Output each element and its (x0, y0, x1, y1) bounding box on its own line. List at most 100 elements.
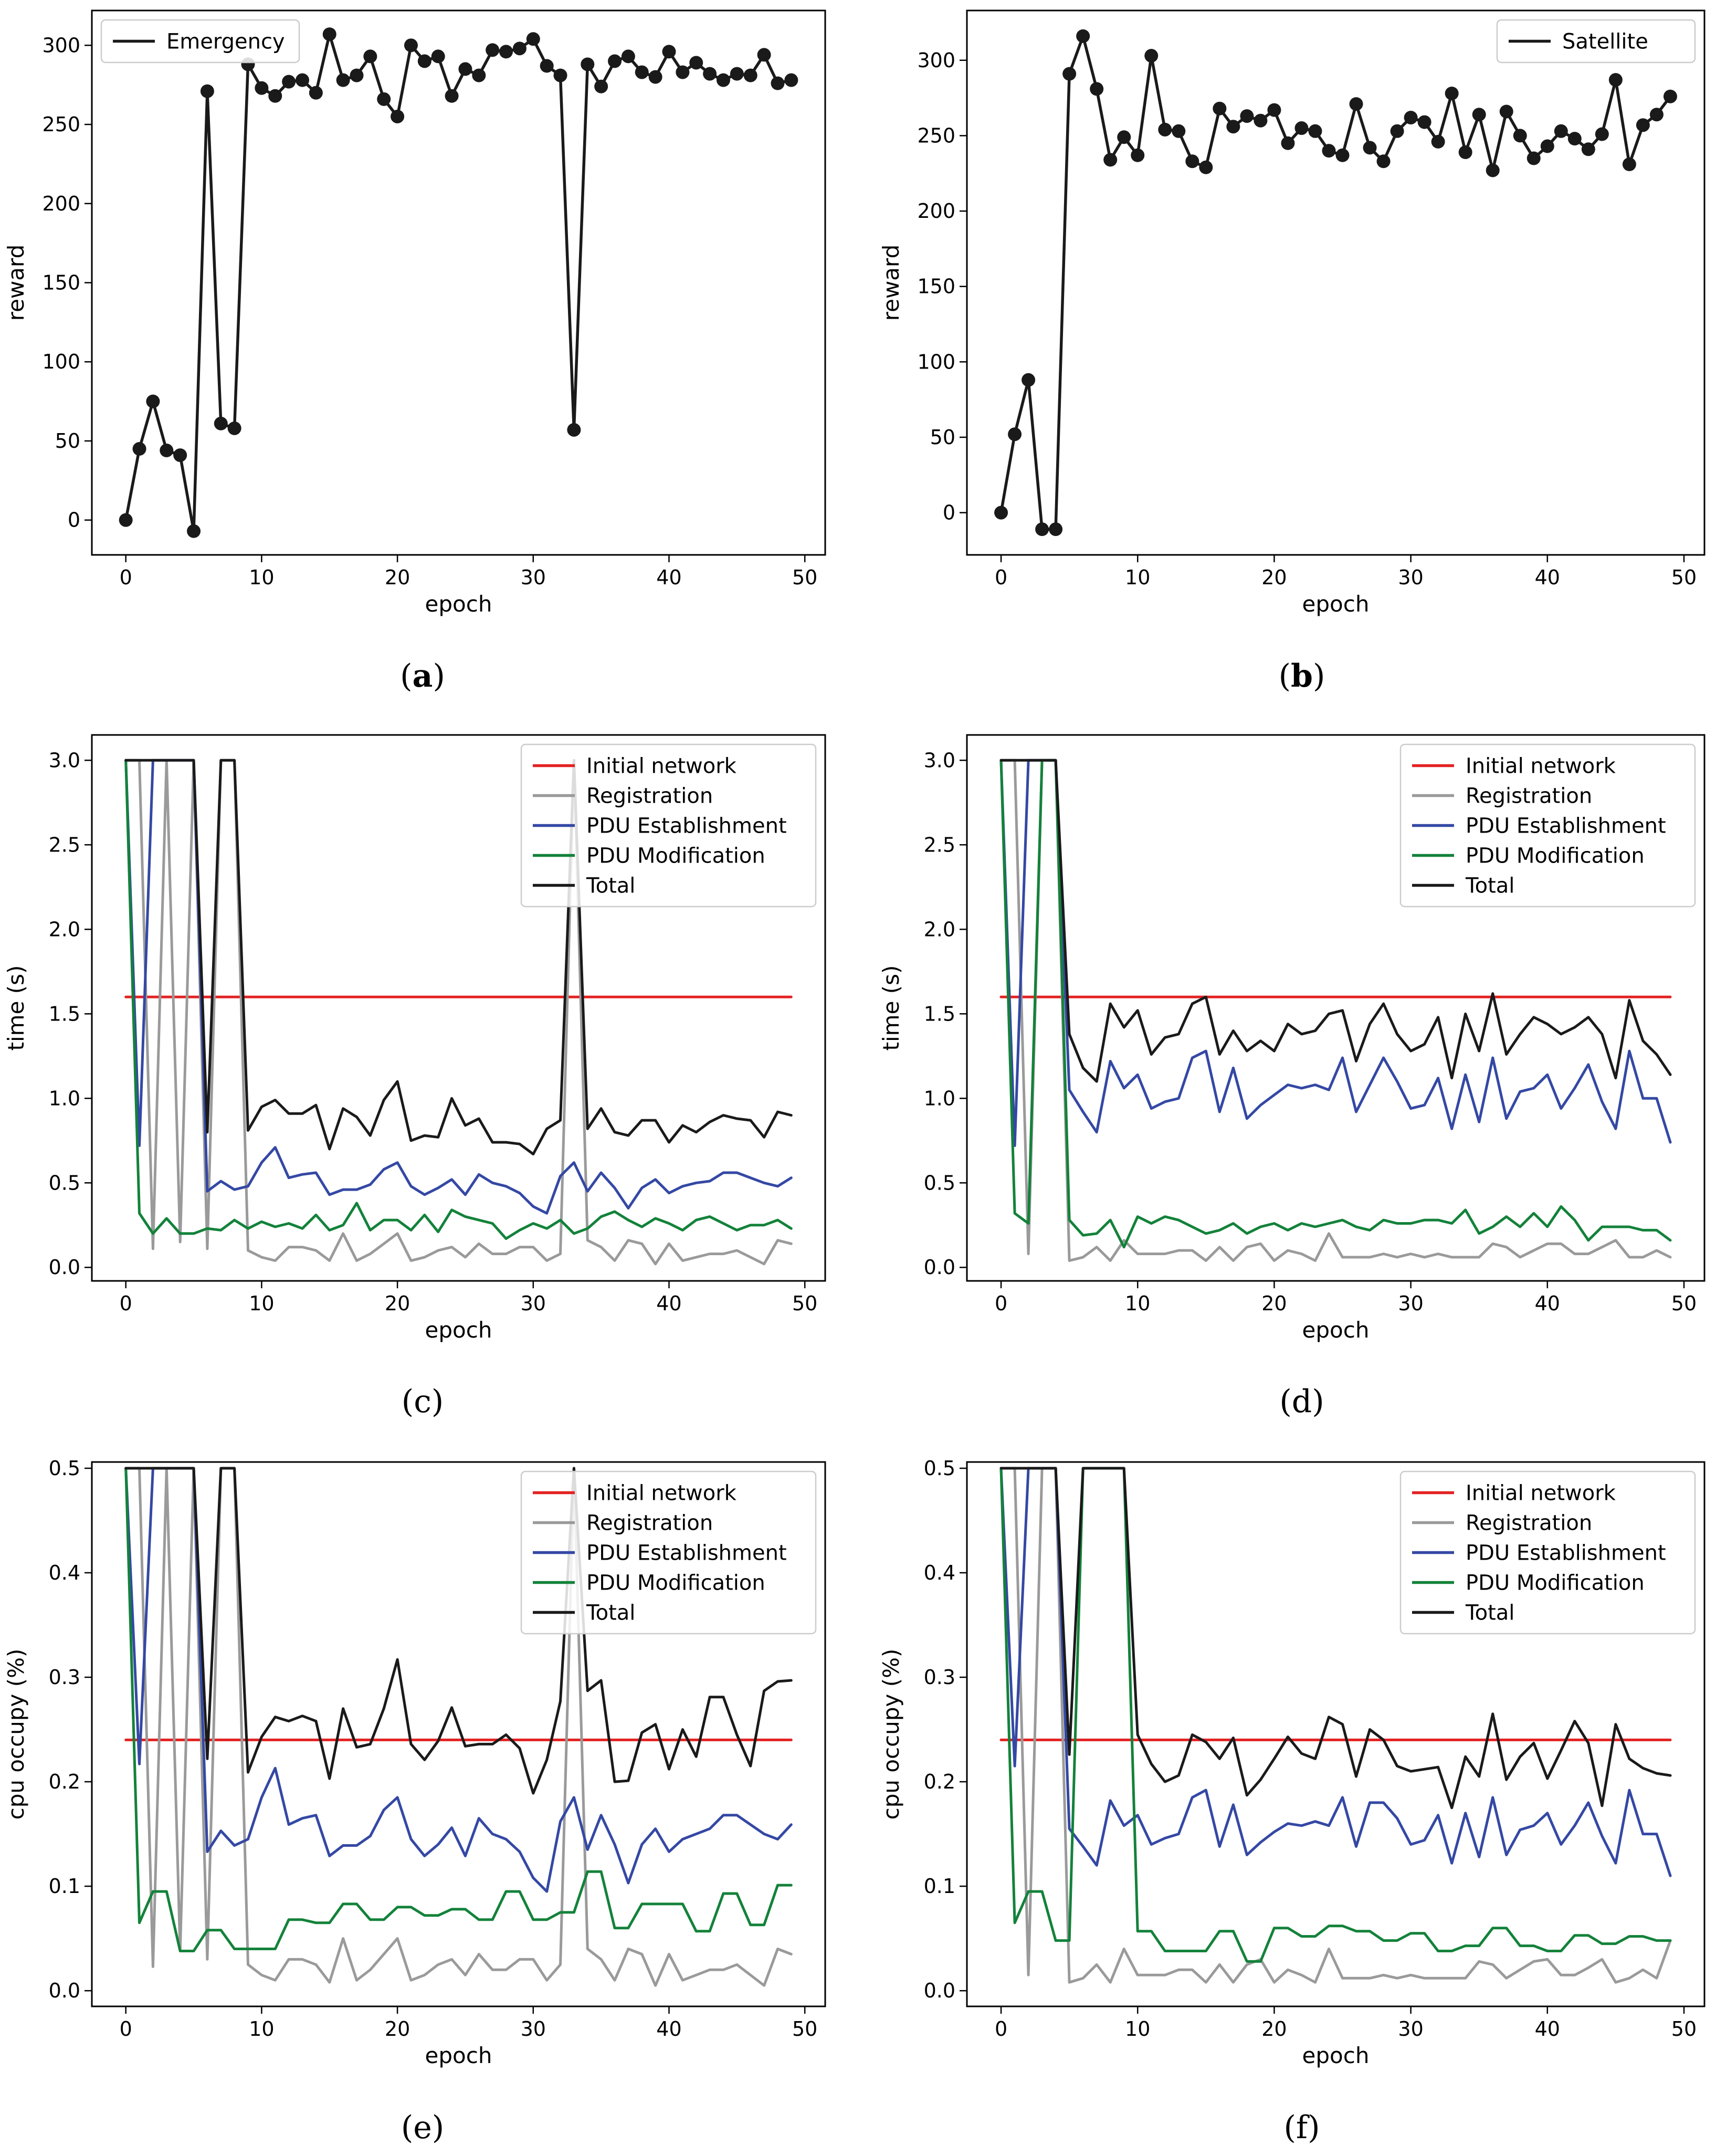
data-point (1363, 141, 1377, 155)
y-axis-label: reward (878, 245, 904, 321)
data-point (1431, 134, 1445, 149)
data-point (1022, 373, 1036, 387)
data-point (1608, 73, 1623, 87)
x-tick-label: 50 (792, 2017, 817, 2041)
data-point (784, 73, 798, 87)
legend-label: Registration (586, 784, 713, 808)
data-point (1499, 104, 1513, 119)
x-tick-label: 40 (1535, 1292, 1560, 1315)
legend-label: Registration (1466, 784, 1592, 808)
data-point (1240, 109, 1254, 123)
data-point (309, 86, 323, 100)
data-point (1649, 108, 1664, 122)
x-tick-label: 50 (792, 566, 817, 589)
y-tick-label: 0.0 (49, 1979, 80, 2002)
x-tick-label: 10 (1125, 566, 1150, 589)
y-tick-label: 0.2 (924, 1770, 955, 1793)
legend-label: PDU Establishment (586, 814, 787, 838)
series-line-pdu-establishment (999, 1467, 1672, 1877)
x-tick-label: 50 (792, 1292, 817, 1315)
caption-a: (a) (400, 658, 445, 695)
x-tick-label: 40 (1535, 2017, 1560, 2041)
data-point (322, 27, 336, 41)
x-tick-label: 20 (1261, 1292, 1287, 1315)
data-point (994, 506, 1008, 520)
y-tick-label: 1.0 (924, 1087, 955, 1110)
data-point (1486, 163, 1500, 177)
plot-frame (966, 9, 1706, 556)
y-tick-label: 200 (42, 192, 80, 215)
y-tick-label: 0 (943, 501, 955, 524)
legend-label: Registration (1466, 1511, 1592, 1536)
x-tick-label: 10 (249, 2017, 274, 2041)
legend-label: Registration (586, 1511, 713, 1536)
series-group (999, 759, 1672, 1262)
data-point (1554, 124, 1568, 138)
y-tick-label: 0.2 (49, 1770, 80, 1793)
y-tick-label: 2.0 (49, 918, 80, 941)
y-axis-label: cpu occupy (%) (3, 1649, 29, 1820)
caption-b-letter: b (1291, 658, 1313, 695)
x-axis-label: epoch (1302, 1317, 1370, 1343)
data-point (391, 109, 405, 123)
data-point (608, 54, 622, 68)
y-tick-label: 300 (42, 34, 80, 57)
y-tick-label: 0.5 (49, 1457, 80, 1480)
x-tick-label: 0 (120, 2017, 132, 2041)
data-point (1008, 427, 1022, 441)
x-tick-label: 20 (385, 2017, 410, 2041)
y-tick-label: 0.1 (924, 1875, 955, 1898)
y-tick-label: 0.0 (924, 1979, 955, 2002)
x-tick-label: 50 (1671, 1292, 1697, 1315)
x-tick-label: 30 (521, 1292, 546, 1315)
legend-label: Total (586, 874, 635, 898)
caption-e: (e) (401, 2109, 444, 2146)
y-tick-label: 300 (917, 49, 955, 72)
data-point (1567, 132, 1582, 146)
caption-d-letter: d (1292, 1383, 1312, 1420)
y-tick-label: 250 (917, 124, 955, 147)
legend-box (520, 743, 817, 908)
x-tick-label: 40 (656, 566, 681, 589)
y-tick-label: 0.5 (49, 1171, 80, 1194)
data-point (445, 89, 459, 103)
series-line-registration (124, 1467, 793, 1987)
series-line-pdu-modification (999, 759, 1672, 1249)
legend-label: Satellite (1562, 30, 1648, 54)
data-point (621, 49, 635, 64)
data-point (1185, 154, 1199, 169)
plot-frame (91, 9, 826, 556)
data-point (1226, 120, 1240, 134)
data-point (417, 54, 431, 68)
y-tick-label: 200 (917, 199, 955, 223)
legend-label: PDU Establishment (1466, 1541, 1666, 1565)
data-point (1526, 151, 1541, 165)
data-point (377, 92, 391, 106)
data-point (119, 513, 133, 527)
data-point (1213, 101, 1227, 115)
data-point (1322, 144, 1336, 158)
x-tick-label: 0 (995, 2017, 1007, 2041)
y-tick-label: 1.5 (49, 1002, 80, 1025)
y-tick-label: 100 (42, 350, 80, 373)
data-point (716, 73, 730, 87)
y-tick-label: 1.5 (924, 1002, 955, 1025)
series-group (999, 1467, 1672, 1984)
data-point (282, 75, 296, 89)
data-point (1376, 154, 1391, 169)
data-point (187, 524, 201, 538)
legend-box (1399, 743, 1696, 908)
data-point (1144, 49, 1159, 63)
caption-f-letter: f (1296, 2109, 1310, 2146)
data-point (1595, 127, 1609, 141)
legend-box (520, 1470, 817, 1635)
data-point (581, 57, 595, 71)
data-point (458, 62, 472, 76)
y-tick-label: 0.5 (924, 1457, 955, 1480)
data-point (1158, 122, 1172, 136)
data-point (1035, 522, 1049, 537)
legend-label: Total (1465, 874, 1514, 898)
data-point (200, 84, 214, 98)
panel-f: 0 10 20 30 40 50 0.0 0.1 0.2 0.3 0.4 0.5 epoch cpu oc… (878, 1457, 1706, 2068)
